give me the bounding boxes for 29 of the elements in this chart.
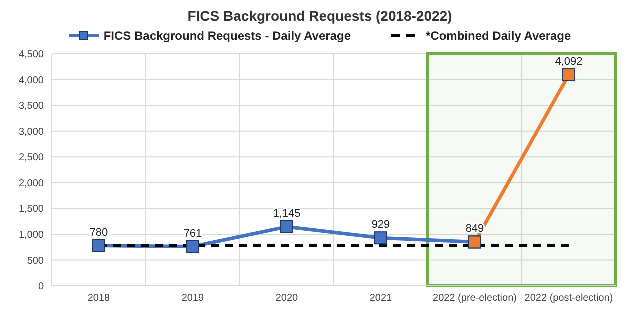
data-label: 761 xyxy=(184,228,202,240)
y-tick-label: 4,500 xyxy=(18,50,44,61)
data-label: 4,092 xyxy=(555,56,583,68)
legend-label: *Combined Daily Average xyxy=(426,29,572,43)
y-tick-label: 2,000 xyxy=(18,178,44,190)
point xyxy=(92,239,106,252)
y-tick-label: 1,000 xyxy=(18,230,44,241)
y-tick-label: 500 xyxy=(27,256,44,267)
x-tick-label: 2020 xyxy=(276,293,299,304)
y-tick-label: 4,000 xyxy=(18,75,44,86)
point xyxy=(280,220,294,234)
y-tick-label: 0 xyxy=(38,282,44,293)
y-tick-label: 3,500 xyxy=(18,101,44,112)
x-tick-label: 2019 xyxy=(182,293,205,304)
point xyxy=(374,232,388,245)
data-label: 929 xyxy=(372,219,390,232)
y-tick-label: 2,500 xyxy=(18,152,44,164)
y-tick-label: 1,500 xyxy=(18,204,44,216)
point xyxy=(186,240,200,254)
data-label: 1,145 xyxy=(273,208,301,220)
x-tick-label: 2018 xyxy=(88,293,111,304)
x-tick-label: 2022 (post-election) xyxy=(524,293,614,304)
point xyxy=(562,68,576,82)
x-tick-label: 2021 xyxy=(370,293,393,304)
legend-label: FICS Background Requests - Daily Average xyxy=(104,29,352,43)
x-tick-label: 2022 (pre-election) xyxy=(433,293,517,304)
data-label: 780 xyxy=(90,226,108,239)
y-tick-label: 3,000 xyxy=(18,126,44,138)
chart-title: FICS Background Requests (2018-2022) xyxy=(186,8,454,26)
